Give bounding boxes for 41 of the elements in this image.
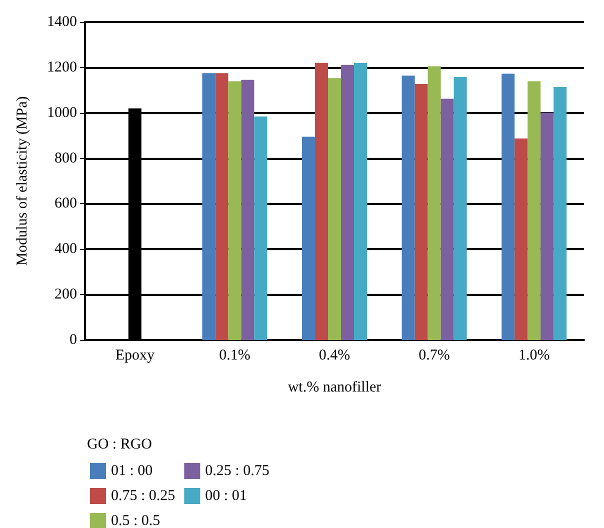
bar bbox=[514, 138, 528, 340]
bar bbox=[341, 64, 354, 340]
x-tick-label: 0.4% bbox=[318, 348, 350, 364]
bar bbox=[502, 74, 515, 340]
legend-label: 0.5 : 0.5 bbox=[111, 513, 160, 528]
bar bbox=[241, 80, 254, 340]
legend-label: 00 : 01 bbox=[205, 488, 247, 504]
bar bbox=[440, 98, 454, 340]
bar bbox=[254, 116, 268, 340]
bar bbox=[402, 76, 415, 340]
x-tick-label: 0.7% bbox=[418, 348, 450, 364]
x-axis-title: wt.% nanofiller bbox=[288, 380, 382, 396]
bar bbox=[414, 84, 428, 340]
x-tick-label: 1.0% bbox=[518, 348, 550, 364]
y-tick-label: 1000 bbox=[47, 104, 77, 121]
bar bbox=[228, 81, 242, 340]
x-tick-label: 0.1% bbox=[219, 348, 250, 364]
legend-label: 01 : 00 bbox=[111, 463, 153, 479]
y-tick-label: 0 bbox=[70, 332, 77, 348]
y-tick-label: 800 bbox=[54, 150, 77, 166]
x-tick-label: Epoxy bbox=[115, 348, 155, 364]
y-tick-label: 400 bbox=[54, 241, 77, 258]
bar bbox=[428, 66, 441, 340]
legend-label: 0.25 : 0.75 bbox=[205, 463, 270, 479]
bar bbox=[528, 81, 541, 340]
bar bbox=[328, 78, 341, 340]
y-tick-label: 1400 bbox=[47, 14, 77, 30]
y-tick-label: 600 bbox=[54, 196, 77, 212]
bar bbox=[315, 62, 328, 340]
bar bbox=[354, 62, 367, 340]
bar bbox=[540, 112, 554, 340]
y-tick-label: 200 bbox=[54, 286, 77, 303]
bar bbox=[302, 136, 315, 340]
bar bbox=[215, 73, 228, 340]
bar bbox=[202, 73, 216, 340]
legend-title: GO : RGO bbox=[87, 436, 152, 452]
y-tick-label: 1200 bbox=[47, 59, 77, 76]
legend-label: 0.75 : 0.25 bbox=[111, 488, 176, 504]
bar bbox=[454, 76, 467, 340]
y-axis-title: Modulus of elasticity (MPa) bbox=[14, 96, 30, 266]
bar bbox=[554, 86, 567, 340]
